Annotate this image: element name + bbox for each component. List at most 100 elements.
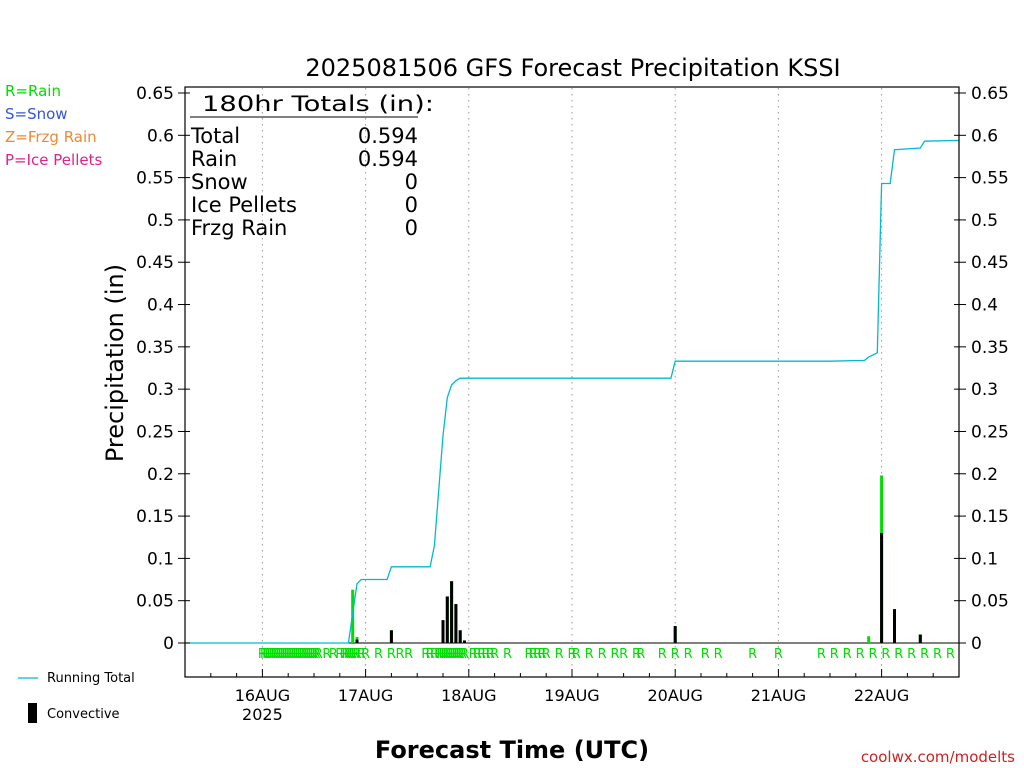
ptype-marker: R [447,647,456,662]
y-tick-label-left: 0.55 [136,169,174,189]
convective-bar [918,634,922,643]
ptype-marker: R [352,647,361,662]
ptype-marker: R [309,647,318,662]
ptype-marker: R [266,647,275,662]
ptype-marker: R [441,647,450,662]
ptype-marker: R [598,647,607,662]
convective-bar [458,630,462,643]
y-tick-label-right: 0.5 [971,211,998,231]
ptype-marker: R [537,647,546,662]
ptype-marker: R [454,647,463,662]
ptype-marker: R [894,647,903,662]
ptype-marker: R [275,647,284,662]
y-tick-label-right: 0.6 [971,126,998,146]
chart-title: 2025081506 GFS Forecast Precipitation KS… [305,54,840,82]
ptype-marker: R [524,647,533,662]
y-tick-label-left: 0.35 [136,338,174,358]
ptype-marker: R [671,647,680,662]
y-tick-label-left: 0.2 [147,465,174,485]
ptype-marker: R [294,647,303,662]
ptype-marker: R [533,647,542,662]
ptype-marker: R [486,647,495,662]
ptype-marker: R [817,647,826,662]
ptype-legend-item: S=Snow [5,105,68,123]
convective-bar [463,640,466,643]
convective-bar [880,533,884,643]
totals-row-value: 0.594 [358,124,418,148]
y-tick-label-right: 0.45 [971,253,1009,273]
ptype-marker: R [443,647,452,662]
totals-row-value: 0 [405,193,418,217]
ptype-marker: R [481,647,490,662]
ptype-marker: R [490,647,499,662]
x-tick-label: 16AUG [235,686,290,705]
totals-row-label: Frzg Rain [191,216,287,240]
ptype-legend-item: P=Ice Pellets [5,151,102,169]
x-tick-label: 18AUG [441,686,496,705]
x-tick-label: 19AUG [544,686,599,705]
ptype-marker: R [292,647,301,662]
ptype-marker: R [350,647,359,662]
convective-bar [673,626,677,643]
rain-bar [867,636,871,643]
y-axis-label: Precipitation (in) [101,264,129,462]
y-tick-label-right: 0.1 [971,549,998,569]
totals-row-label: Snow [191,170,248,194]
ptype-marker: R [299,647,308,662]
ptype-marker: R [335,647,344,662]
x-tick-label: 17AUG [338,686,393,705]
ptype-marker: R [451,647,460,662]
ptype-marker: R [426,647,435,662]
ptype-marker: R [421,647,430,662]
legend-convective-label: Convective [47,707,120,722]
ptype-marker: R [282,647,291,662]
ptype-marker: R [264,647,273,662]
y-tick-label-right: 0.05 [971,592,1009,612]
totals-row-value: 0 [405,216,418,240]
ptype-marker: R [258,647,267,662]
ptype-marker: R [567,647,576,662]
ptype-marker: R [269,647,278,662]
legend-convective-swatch [28,703,37,723]
ptype-marker: R [284,647,293,662]
ptype-marker: R [658,647,667,662]
ptype-marker: R [843,647,852,662]
ptype-marker: R [774,647,783,662]
y-tick-label-right: 0.25 [971,422,1009,442]
y-tick-label-right: 0.3 [971,380,998,400]
footer-credit: coolwx.com/modelts [861,748,1015,766]
ptype-marker: R [434,647,443,662]
y-tick-label-left: 0.4 [147,296,174,316]
ptype-marker: R [585,647,594,662]
ptype-marker: R [288,647,297,662]
y-tick-label-left: 0.25 [136,422,174,442]
convective-bar [450,581,454,643]
y-tick-label-left: 0.15 [136,507,174,527]
x-tick-label: 20AUG [647,686,702,705]
y-tick-label-right: 0.55 [971,169,1009,189]
ptype-marker: R [260,647,269,662]
ptype-marker: R [619,647,628,662]
x-axis-label: Forecast Time (UTC) [375,736,649,764]
x-tick-label: 21AUG [751,686,806,705]
ptype-marker: R [262,647,271,662]
ptype-marker: R [342,647,351,662]
ptype-marker: R [395,647,404,662]
y-tick-label-right: 0.2 [971,465,998,485]
ptype-marker: R [277,647,286,662]
x-tick-label: 22AUG [854,686,909,705]
y-tick-label-left: 0.5 [147,211,174,231]
ptype-legend-item: R=Rain [5,82,61,100]
ptype-marker: R [438,647,447,662]
ptype-marker: R [542,647,551,662]
ptype-marker: R [387,647,396,662]
ptype-marker: R [314,647,323,662]
ptype-marker: R [361,647,370,662]
y-axis-right: 0 0.05 0.1 0.15 0.2 0.25 0.3 0.35 0.4 0.45 0.5 0.55… [954,84,1009,654]
convective-bar [445,596,449,643]
ptype-marker: R [469,647,478,662]
ptype-marker: R [305,647,314,662]
ptype-marker: R [445,647,454,662]
y-tick-label-right: 0.4 [971,296,998,316]
y-tick-label-left: 0.05 [136,592,174,612]
